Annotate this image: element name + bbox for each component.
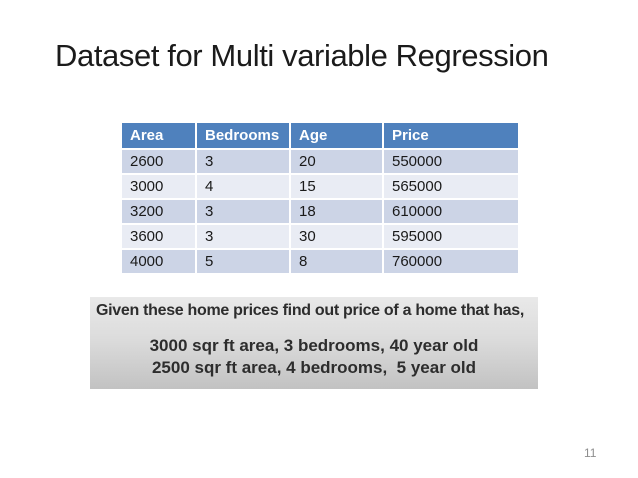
cell-price: 550000 bbox=[384, 150, 518, 173]
cell-area: 3200 bbox=[122, 200, 195, 223]
table-row: 3200 3 18 610000 bbox=[122, 200, 518, 223]
cell-bedrooms: 4 bbox=[197, 175, 289, 198]
column-header-price: Price bbox=[384, 123, 518, 148]
table-header-row: Area Bedrooms Age Price bbox=[122, 123, 518, 148]
cell-age: 20 bbox=[291, 150, 382, 173]
table-row: 3600 3 30 595000 bbox=[122, 225, 518, 248]
cell-price: 565000 bbox=[384, 175, 518, 198]
cell-age: 18 bbox=[291, 200, 382, 223]
table-row: 2600 3 20 550000 bbox=[122, 150, 518, 173]
column-header-age: Age bbox=[291, 123, 382, 148]
cell-area: 3600 bbox=[122, 225, 195, 248]
table-row: 4000 5 8 760000 bbox=[122, 250, 518, 273]
question-case-1: 3000 sqr ft area, 3 bedrooms, 40 year ol… bbox=[149, 336, 479, 355]
cell-age: 15 bbox=[291, 175, 382, 198]
cell-age: 30 bbox=[291, 225, 382, 248]
slide-title: Dataset for Multi variable Regression bbox=[55, 38, 549, 73]
cell-area: 2600 bbox=[122, 150, 195, 173]
cell-bedrooms: 3 bbox=[197, 225, 289, 248]
cell-area: 3000 bbox=[122, 175, 195, 198]
cell-price: 595000 bbox=[384, 225, 518, 248]
cell-bedrooms: 3 bbox=[197, 200, 289, 223]
question-case-2: 2500 sqr ft area, 4 bedrooms, 5 year old bbox=[151, 358, 477, 377]
column-header-bedrooms: Bedrooms bbox=[197, 123, 289, 148]
page-number: 11 bbox=[584, 446, 597, 460]
dataset-table: Area Bedrooms Age Price 2600 3 20 550000… bbox=[120, 121, 520, 275]
cell-age: 8 bbox=[291, 250, 382, 273]
question-box: Given these home prices find out price o… bbox=[90, 297, 538, 389]
cell-area: 4000 bbox=[122, 250, 195, 273]
cell-bedrooms: 5 bbox=[197, 250, 289, 273]
cell-price: 610000 bbox=[384, 200, 518, 223]
table-row: 3000 4 15 565000 bbox=[122, 175, 518, 198]
cell-bedrooms: 3 bbox=[197, 150, 289, 173]
question-prompt: Given these home prices find out price o… bbox=[96, 302, 525, 319]
column-header-area: Area bbox=[122, 123, 195, 148]
table-header: Area Bedrooms Age Price bbox=[122, 123, 518, 148]
table-body: 2600 3 20 550000 3000 4 15 565000 3200 3… bbox=[122, 150, 518, 273]
cell-price: 760000 bbox=[384, 250, 518, 273]
